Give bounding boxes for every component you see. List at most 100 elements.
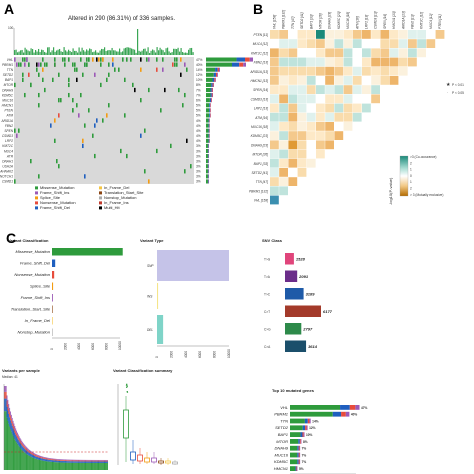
vps-bar: [78, 460, 80, 462]
vps-bar: [99, 459, 101, 461]
vps-bar: [54, 462, 56, 470]
heatmap-cell: [343, 94, 353, 104]
gene-side-bar: [207, 159, 209, 164]
top10-gene-label: TTN: [280, 418, 288, 423]
vps-bar: [95, 461, 96, 463]
gene-side-bar: [206, 159, 208, 164]
gene-side-bar: [213, 82, 214, 87]
vps-bar: [103, 459, 105, 461]
top10-percent: 40%: [351, 413, 358, 417]
vps-bar: [39, 456, 41, 458]
tmb-bar: [104, 47, 106, 55]
tmb-bar: [90, 49, 92, 55]
variants-per-sample-chart: [3, 384, 108, 470]
heatmap-cell: [288, 76, 298, 85]
row-label: ARID1A [13]: [249, 70, 268, 74]
vps-bar: [63, 459, 65, 461]
gene-percent: 3%: [196, 175, 201, 179]
vps-bar: [84, 461, 86, 463]
vps-bar: [35, 453, 37, 456]
row-label: HMCN1 [13]: [250, 79, 268, 83]
heatmap-cell: [279, 66, 288, 76]
oncoplot-cell: [54, 57, 56, 62]
snv-value-label: 3614: [308, 344, 318, 349]
oncoplot-cell: [144, 169, 146, 174]
gene-side-bar: [213, 72, 216, 77]
vps-bar: [62, 460, 63, 461]
oncoplot-cell: [162, 57, 164, 62]
heatmap-cell: [306, 94, 316, 104]
oncoplot-cell: [62, 57, 64, 62]
tmb-bar: [36, 51, 38, 55]
heatmap-cell: [288, 177, 298, 186]
vps-bar: [100, 459, 102, 461]
oncoplot-side-bars: [206, 57, 253, 184]
top10-bar: [295, 466, 297, 471]
colorbar-tick: 2: [410, 187, 412, 191]
vps-bar: [90, 460, 92, 462]
oncoplot-cell: [38, 92, 40, 98]
vps-bar: [39, 455, 41, 457]
snv-bar: [285, 288, 304, 300]
vps-bar: [64, 461, 66, 463]
tmb-bar: [62, 51, 64, 55]
vps-bar: [85, 460, 87, 462]
oncoplot-cell: [88, 108, 90, 113]
vps-bar: [88, 460, 90, 462]
heatmap-cell: [306, 122, 316, 131]
gene-percent: 7%: [196, 88, 201, 92]
oncoplot-cell: [184, 92, 186, 98]
vps-bar: [46, 459, 48, 462]
vps-bar: [102, 460, 104, 462]
vps-bar: [78, 459, 80, 461]
vps-bar: [52, 459, 54, 461]
oncoplot-cell: [22, 72, 24, 77]
heatmap-cell: [334, 94, 344, 104]
gene-side-bar: [217, 67, 220, 72]
vps-bar: [82, 461, 83, 463]
oncoplot-grid: [14, 57, 194, 184]
heatmap-cell: [325, 140, 334, 150]
tmb-bar: [54, 51, 56, 55]
heatmap-cell: [288, 30, 298, 39]
gene-label: ARID1A: [0, 119, 13, 123]
vps-bar: [46, 458, 48, 460]
gene-side-bar: [219, 67, 220, 72]
vps-bar: [92, 459, 94, 461]
tmb-bar: [95, 50, 97, 55]
heatmap-cell: [362, 103, 371, 113]
heatmap-cell: [325, 131, 334, 140]
heatmap-cell: [316, 140, 325, 150]
gene-label: FBN2: [5, 124, 13, 128]
heatmap-cell: [408, 39, 417, 48]
heatmap-cell: [343, 112, 353, 122]
vps-bar: [77, 459, 79, 461]
vps-bar: [90, 462, 92, 470]
vps-bar: [4, 386, 6, 392]
column-label: MUC16 [18]: [346, 12, 350, 29]
vps-bar: [30, 450, 31, 452]
tmb-bar: [174, 48, 176, 55]
heatmap-cell: [325, 103, 334, 113]
vps-bar: [56, 460, 57, 463]
vps-bar: [60, 462, 62, 470]
vps-bar: [93, 462, 95, 470]
vps-bar: [21, 445, 23, 450]
vps-bar: [43, 457, 44, 459]
vt-tick: 0: [155, 356, 159, 358]
tmb-bar: [132, 49, 134, 55]
vps-bar: [10, 423, 12, 432]
vps-bar: [70, 462, 72, 470]
vps-bar: [104, 462, 106, 470]
heatmap-cell: [297, 85, 307, 94]
vps-bar: [16, 430, 17, 434]
vps-bar: [28, 449, 30, 451]
oncoplot-cell: [180, 72, 182, 77]
heatmap-cell: [343, 76, 353, 85]
column-label: ATM [16]: [355, 16, 359, 30]
vps-bar: [90, 461, 92, 463]
vps-bar: [64, 462, 66, 470]
vps-bar: [31, 453, 33, 455]
vps-bar: [43, 458, 44, 461]
vps-bar: [56, 462, 58, 470]
